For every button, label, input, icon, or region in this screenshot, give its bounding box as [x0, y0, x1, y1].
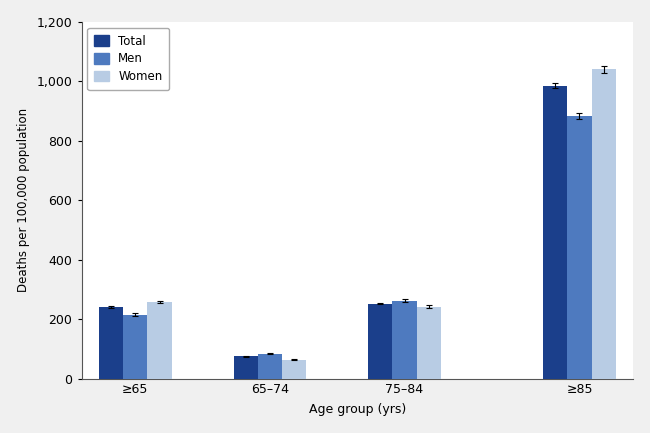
X-axis label: Age group (yrs): Age group (yrs) — [309, 403, 406, 417]
Bar — [99, 307, 124, 378]
Bar — [148, 302, 172, 378]
Bar — [393, 301, 417, 378]
Bar — [233, 356, 258, 378]
Legend: Total, Men, Women: Total, Men, Women — [87, 28, 170, 90]
Bar — [258, 354, 282, 378]
Bar — [567, 116, 592, 378]
Bar — [124, 315, 148, 378]
Bar — [282, 360, 306, 378]
Bar — [543, 86, 567, 378]
Bar — [417, 307, 441, 378]
Y-axis label: Deaths per 100,000 population: Deaths per 100,000 population — [17, 108, 30, 292]
Bar — [368, 304, 393, 378]
Bar — [592, 69, 616, 378]
